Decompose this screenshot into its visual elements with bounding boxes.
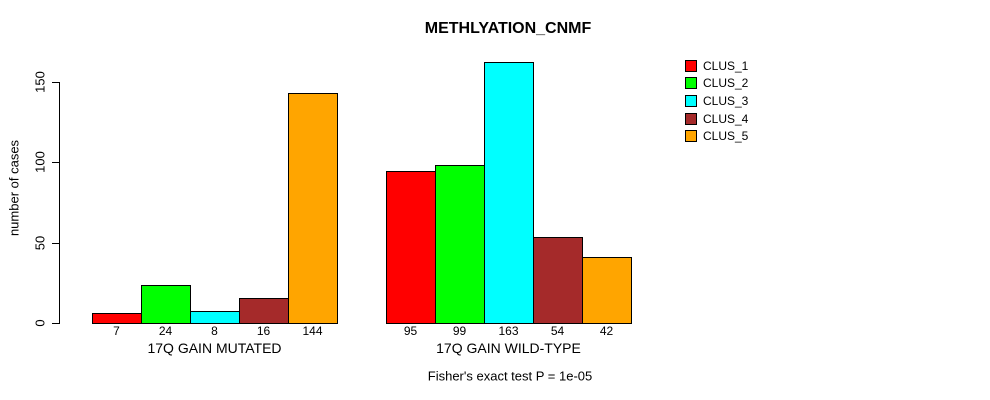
- legend-swatch: [685, 59, 697, 72]
- bar-clus_4-group2: [533, 237, 583, 324]
- legend-swatch: [685, 77, 697, 90]
- x-group-label: 17Q GAIN MUTATED: [147, 340, 282, 356]
- legend-item: CLUS_5: [685, 129, 748, 143]
- legend-label: CLUS_2: [703, 76, 749, 91]
- y-axis-line: [59, 82, 60, 324]
- bar-clus_1-group2: [386, 171, 436, 324]
- bar-value-label: 8: [211, 324, 218, 338]
- bar-clus_3-group1: [190, 311, 240, 324]
- bar-value-label: 163: [498, 324, 519, 338]
- legend-label: CLUS_1: [703, 58, 749, 73]
- y-axis-tick-label: 0: [32, 319, 48, 327]
- legend-swatch: [685, 130, 697, 143]
- y-axis-tick: [52, 162, 59, 164]
- legend-item: CLUS_3: [685, 94, 748, 108]
- bar-clus_3-group2: [484, 62, 534, 324]
- legend-label: CLUS_3: [703, 93, 749, 108]
- bar-clus_1-group1: [92, 312, 142, 324]
- legend-label: CLUS_4: [703, 111, 749, 126]
- y-axis-tick: [52, 82, 59, 83]
- y-axis-tick-label: 50: [32, 235, 48, 250]
- legend-item: CLUS_1: [685, 59, 748, 73]
- bar-value-label: 24: [158, 324, 173, 338]
- bar-clus_4-group1: [239, 298, 289, 324]
- y-axis-label: number of cases: [6, 139, 22, 237]
- chart-title: METHLYATION_CNMF: [424, 20, 592, 37]
- bar-value-label: 42: [599, 324, 614, 338]
- bar-value-label: 7: [113, 324, 120, 338]
- bar-clus_5-group1: [288, 92, 338, 324]
- y-axis-tick: [52, 242, 59, 244]
- bar-clus_2-group1: [141, 285, 191, 324]
- bar-clus_2-group2: [435, 164, 485, 324]
- legend-swatch: [685, 94, 697, 107]
- bar-clus_5-group2: [582, 256, 632, 324]
- bar-value-label: 54: [550, 324, 565, 338]
- legend-label: CLUS_5: [703, 129, 749, 144]
- bar-value-label: 16: [256, 324, 271, 338]
- legend-swatch: [685, 112, 697, 125]
- legend-item: CLUS_2: [685, 76, 748, 90]
- footer-text: Fisher's exact test P = 1e-05: [427, 368, 593, 384]
- y-axis-tick: [52, 323, 59, 324]
- bar-value-label: 99: [452, 324, 467, 338]
- bar-value-label: 95: [403, 324, 418, 338]
- y-axis-tick-label: 150: [32, 71, 48, 93]
- x-group-label: 17Q GAIN WILD-TYPE: [436, 340, 581, 356]
- bar-value-label: 144: [302, 324, 323, 338]
- legend-item: CLUS_4: [685, 112, 748, 126]
- y-axis-tick-label: 100: [32, 151, 48, 174]
